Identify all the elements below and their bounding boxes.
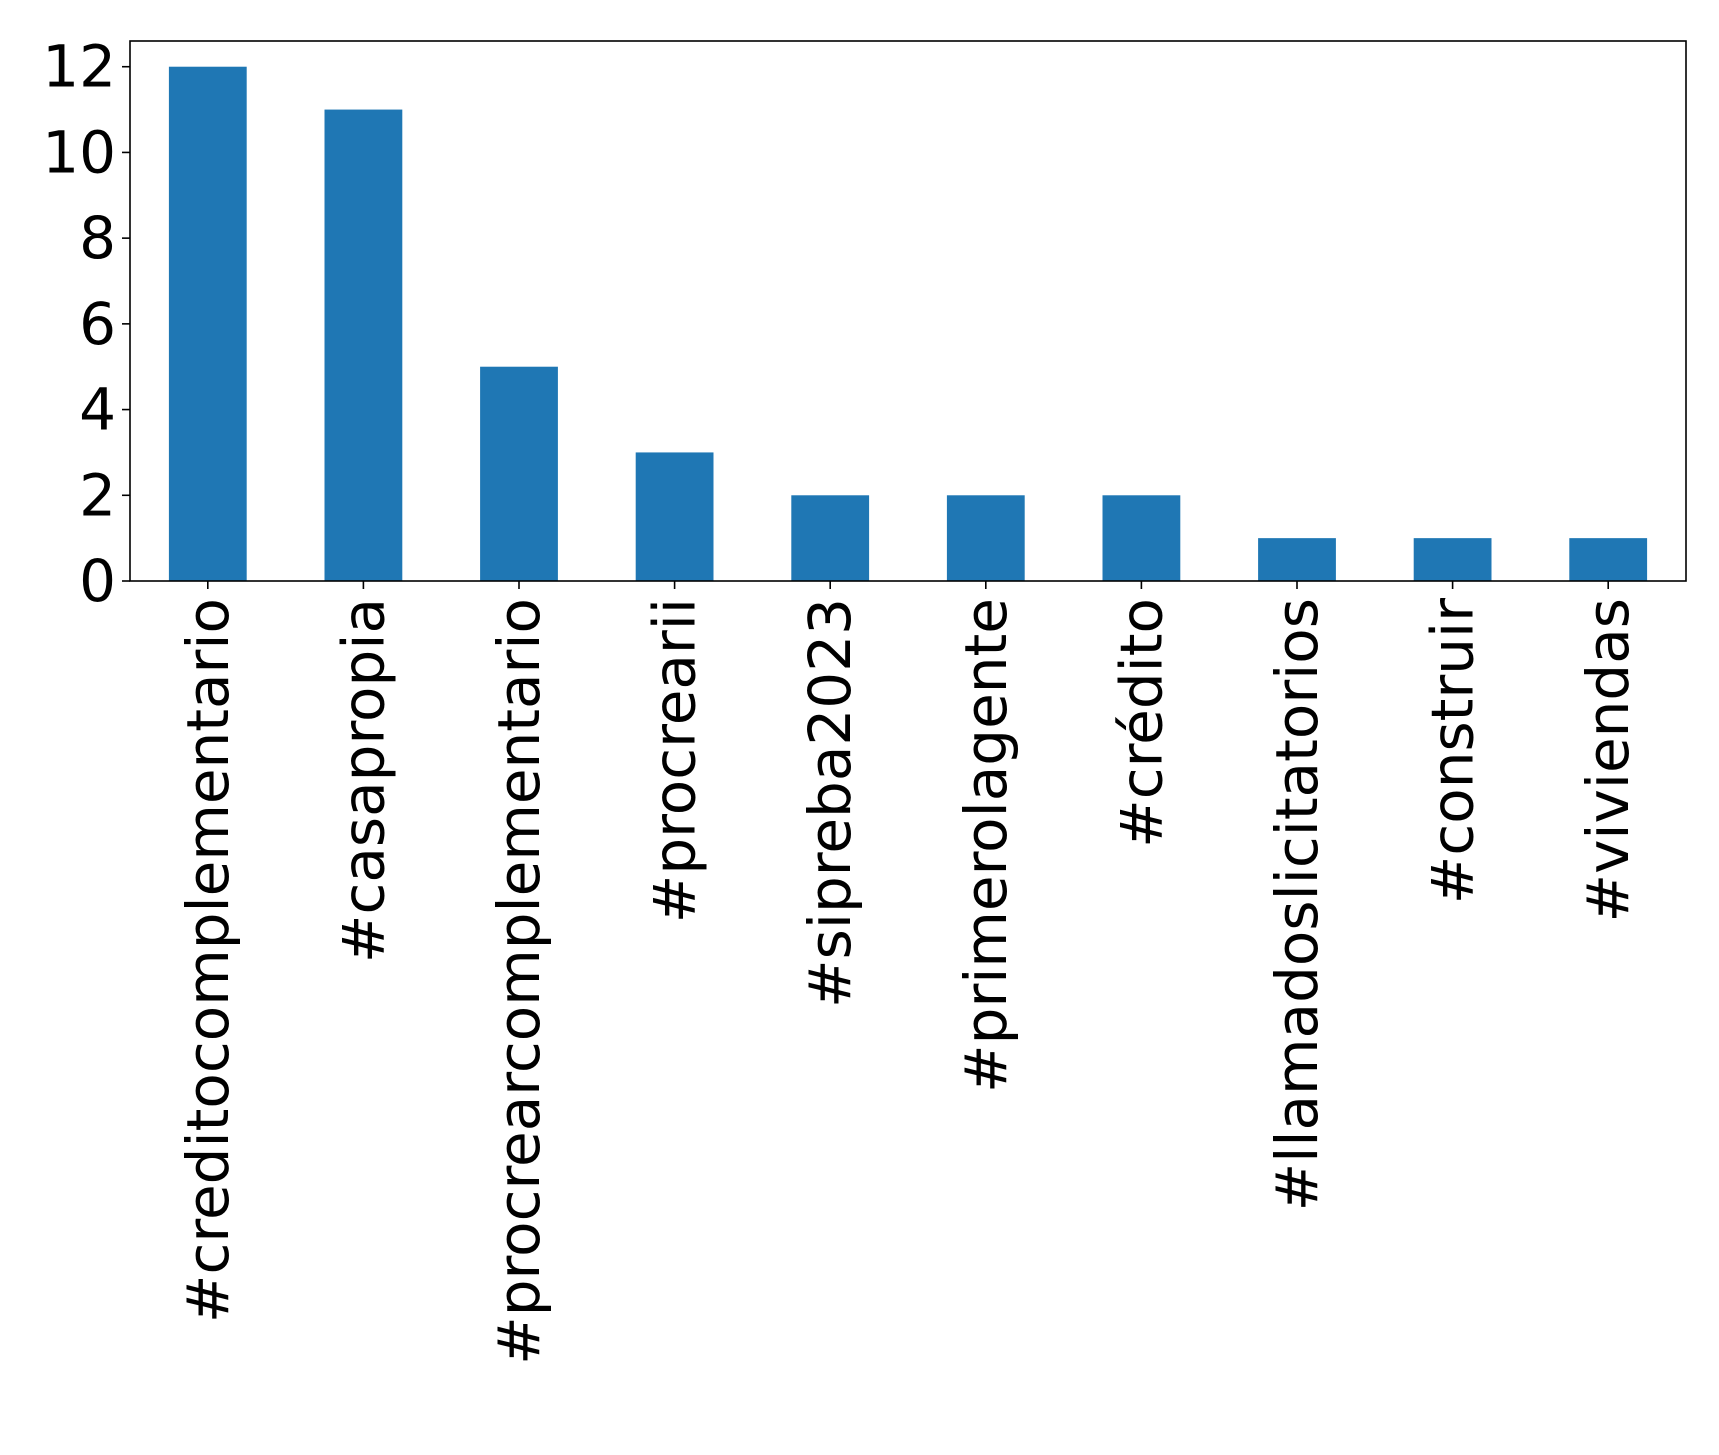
bar-9 xyxy=(1569,538,1648,581)
bar-8 xyxy=(1413,538,1492,581)
x-tick-label: #primerolagente xyxy=(952,598,1020,1093)
x-tick-label: #casapropia xyxy=(329,598,397,963)
x-tick-label: #creditocomplementario xyxy=(174,598,242,1323)
y-tick-label: 12 xyxy=(42,33,116,101)
x-tick-label: #construir xyxy=(1419,598,1487,904)
plot-frame xyxy=(129,40,1687,582)
bar-0 xyxy=(168,66,247,581)
y-tick-label: 10 xyxy=(42,118,116,186)
x-tick-label: #viviendas xyxy=(1574,598,1642,923)
bar-3 xyxy=(635,452,714,581)
y-tick-label: 6 xyxy=(79,290,116,358)
bar-1 xyxy=(324,109,403,582)
y-tick-label: 4 xyxy=(79,376,116,444)
bar-4 xyxy=(791,495,870,581)
bar-7 xyxy=(1258,538,1336,581)
x-tick-label: #sipreba2023 xyxy=(796,598,864,1008)
y-tick-label: 8 xyxy=(79,204,116,272)
y-tick-label: 0 xyxy=(79,547,116,615)
x-tick-label: #procrearii xyxy=(641,598,709,923)
bars-group xyxy=(168,66,1648,582)
bar-6 xyxy=(1102,495,1181,581)
bar-2 xyxy=(480,366,558,581)
y-tick-label: 2 xyxy=(79,461,116,529)
x-axis: #creditocomplementario #casapropia #procre… xyxy=(174,581,1642,1365)
y-axis: 0 2 4 6 8 10 12 xyxy=(42,33,130,615)
x-tick-label: #crédito xyxy=(1107,598,1175,848)
x-tick-label: #procrearcomplementario xyxy=(485,598,553,1365)
x-tick-label: #llamadoslicitatorios xyxy=(1263,598,1331,1211)
bar-5 xyxy=(946,495,1025,581)
